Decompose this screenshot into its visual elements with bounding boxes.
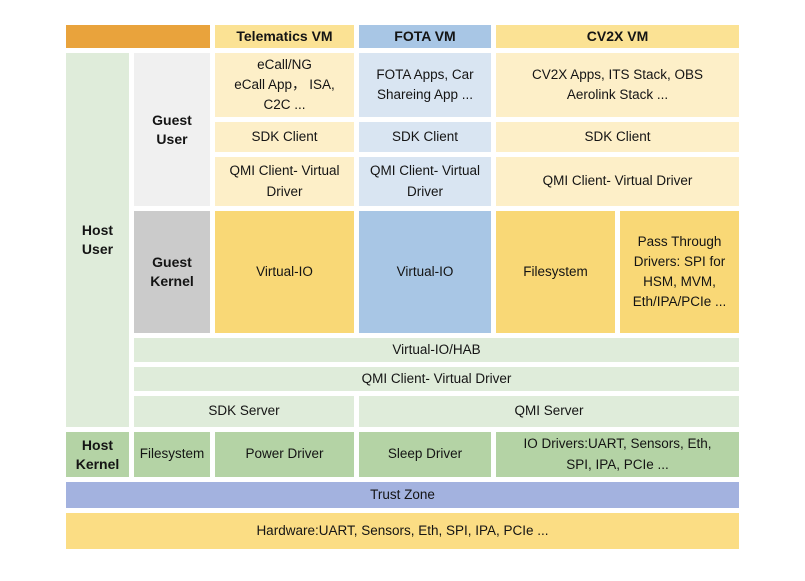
fota-sdk-client-cell: SDK Client bbox=[359, 122, 491, 152]
cv2x-apps-cell: CV2X Apps, ITS Stack, OBS Aerolink Stack… bbox=[496, 53, 739, 117]
header-telematics-vm: Telematics VM bbox=[215, 25, 354, 48]
header-cv2x-vm: CV2X VM bbox=[496, 25, 739, 48]
label-host-kernel: Host Kernel bbox=[66, 432, 129, 477]
telematics-virtual-io-cell: Virtual-IO bbox=[215, 211, 354, 333]
telematics-sdk-client-cell: SDK Client bbox=[215, 122, 354, 152]
cv2x-filesystem-cell: Filesystem bbox=[496, 211, 615, 333]
qmi-client-virtual-driver-bar: QMI Client- Virtual Driver bbox=[134, 367, 739, 391]
sdk-server-cell: SDK Server bbox=[134, 396, 354, 427]
qmi-server-cell: QMI Server bbox=[359, 396, 739, 427]
label-guest-user: Guest User bbox=[134, 53, 210, 206]
host-filesystem-cell: Filesystem bbox=[134, 432, 210, 477]
label-host-user: Host User bbox=[66, 53, 129, 427]
cv2x-passthrough-drivers-cell: Pass Through Drivers: SPI for HSM, MVM, … bbox=[620, 211, 739, 333]
power-driver-cell: Power Driver bbox=[215, 432, 354, 477]
label-guest-kernel: Guest Kernel bbox=[134, 211, 210, 333]
telematics-qmi-client-cell: QMI Client- Virtual Driver bbox=[215, 157, 354, 206]
telematics-apps-cell: eCall/NG eCall App， ISA, C2C ... bbox=[215, 53, 354, 117]
trust-zone-bar: Trust Zone bbox=[66, 482, 739, 508]
cv2x-sdk-client-cell: SDK Client bbox=[496, 122, 739, 152]
header-fota-vm: FOTA VM bbox=[359, 25, 491, 48]
virtual-io-hab-bar: Virtual-IO/HAB bbox=[134, 338, 739, 362]
fota-qmi-client-cell: QMI Client- Virtual Driver bbox=[359, 157, 491, 206]
hardware-bar: Hardware:UART, Sensors, Eth, SPI, IPA, P… bbox=[66, 513, 739, 549]
fota-apps-cell: FOTA Apps, Car Shareing App ... bbox=[359, 53, 491, 117]
io-drivers-cell: IO Drivers:UART, Sensors, Eth, SPI, IPA,… bbox=[496, 432, 739, 477]
vm-architecture-diagram: Telematics VM FOTA VM CV2X VM Host User … bbox=[66, 25, 739, 549]
sleep-driver-cell: Sleep Driver bbox=[359, 432, 491, 477]
fota-virtual-io-cell: Virtual-IO bbox=[359, 211, 491, 333]
header-corner-block bbox=[66, 25, 210, 48]
cv2x-qmi-client-cell: QMI Client- Virtual Driver bbox=[496, 157, 739, 206]
